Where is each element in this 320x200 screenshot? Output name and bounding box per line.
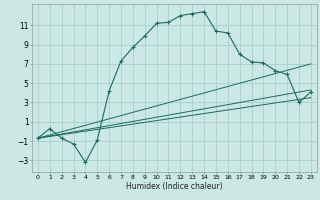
X-axis label: Humidex (Indice chaleur): Humidex (Indice chaleur)	[126, 182, 223, 191]
